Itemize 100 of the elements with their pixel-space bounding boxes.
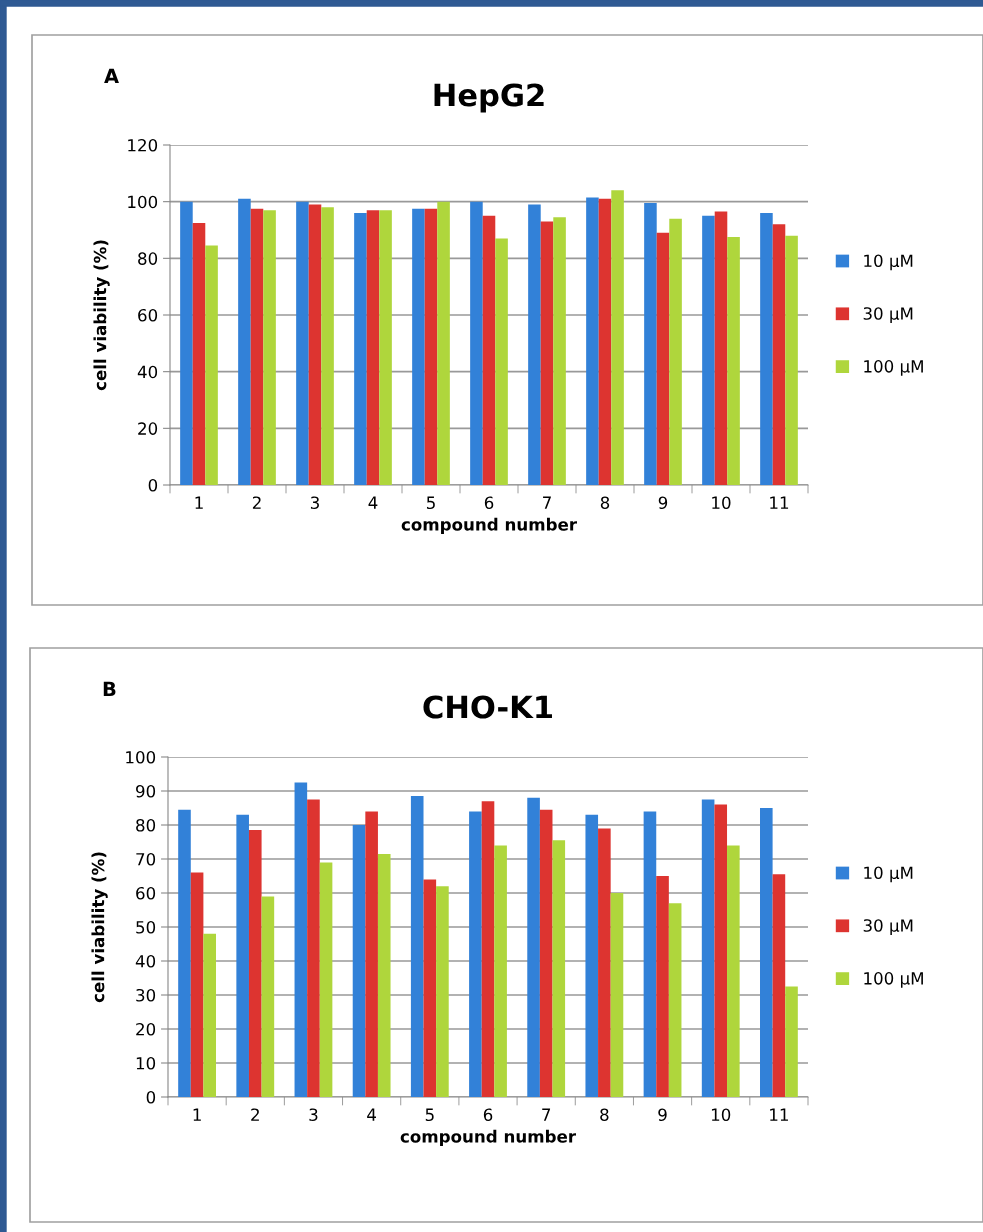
x-tick-label: 4 bbox=[367, 1108, 376, 1121]
x-tick-label: 5 bbox=[425, 1108, 434, 1122]
legend-label: 30 µM bbox=[863, 307, 913, 324]
bar bbox=[377, 853, 391, 1097]
bar bbox=[772, 224, 786, 485]
x-axis-title: compound number bbox=[400, 1129, 576, 1146]
bar bbox=[412, 208, 425, 485]
y-tick-label: 10 bbox=[136, 1056, 156, 1070]
x-tick-label: 11 bbox=[770, 1108, 788, 1121]
y-tick-label: 120 bbox=[128, 138, 158, 152]
bar bbox=[586, 197, 599, 485]
bar bbox=[598, 198, 612, 485]
bar bbox=[760, 808, 773, 1097]
x-tick-label: 11 bbox=[770, 496, 789, 509]
legend-label: 100 µM bbox=[864, 360, 923, 376]
bar bbox=[669, 218, 682, 485]
bar bbox=[656, 876, 669, 1097]
bar bbox=[482, 215, 496, 485]
x-tick-label: 7 bbox=[543, 496, 551, 509]
bar bbox=[238, 198, 251, 485]
bar bbox=[656, 232, 670, 485]
legend-label: 10 µM bbox=[864, 866, 913, 883]
bar bbox=[354, 213, 367, 485]
bar bbox=[436, 886, 449, 1097]
x-tick-label: 7 bbox=[542, 1108, 551, 1121]
bar bbox=[248, 830, 262, 1097]
x-tick-label: 8 bbox=[600, 1108, 609, 1122]
bar bbox=[308, 204, 322, 485]
x-tick-label: 9 bbox=[658, 1108, 667, 1122]
bar bbox=[180, 201, 193, 485]
bar bbox=[423, 879, 437, 1097]
bar bbox=[437, 201, 450, 485]
bar bbox=[553, 217, 566, 485]
bar bbox=[469, 811, 482, 1097]
x-tick-label: 6 bbox=[484, 496, 494, 510]
y-tick-label: 80 bbox=[138, 252, 158, 265]
x-tick-label: 9 bbox=[658, 496, 668, 510]
y-axis-title: cell viability (%) bbox=[93, 240, 110, 391]
text: A bbox=[104, 68, 119, 83]
bar bbox=[611, 190, 624, 485]
bar bbox=[714, 211, 728, 485]
bar bbox=[203, 933, 216, 1097]
bar bbox=[702, 215, 715, 485]
bar bbox=[190, 872, 204, 1097]
bar bbox=[366, 210, 380, 485]
bar bbox=[321, 207, 334, 485]
bar bbox=[585, 814, 599, 1097]
y-tick-label: 90 bbox=[136, 784, 156, 798]
bar bbox=[785, 235, 798, 485]
bar bbox=[643, 811, 657, 1097]
bar bbox=[727, 237, 740, 485]
x-tick-label: 6 bbox=[483, 1108, 493, 1122]
bar bbox=[552, 840, 566, 1097]
x-tick-label: 2 bbox=[252, 496, 261, 509]
legend-label: 100 µM bbox=[864, 972, 923, 988]
bar bbox=[494, 845, 507, 1097]
y-tick-label: 60 bbox=[138, 308, 158, 322]
bar bbox=[365, 811, 378, 1097]
bar bbox=[772, 874, 786, 1097]
x-axis-title: compound number bbox=[401, 517, 577, 534]
x-tick-label: 8 bbox=[600, 496, 610, 510]
y-tick-label: 20 bbox=[138, 422, 158, 435]
bar bbox=[495, 238, 508, 485]
x-tick-label: 3 bbox=[309, 1108, 318, 1122]
bar bbox=[294, 782, 308, 1097]
y-tick-label: 40 bbox=[135, 954, 156, 968]
x-tick-label: 1 bbox=[195, 496, 203, 509]
bar bbox=[714, 804, 728, 1097]
bar bbox=[727, 845, 740, 1097]
y-tick-label: 40 bbox=[137, 365, 158, 379]
bar bbox=[598, 828, 611, 1097]
chart-title: CHO-K1 bbox=[423, 695, 552, 719]
bar bbox=[250, 208, 264, 485]
x-tick-label: 5 bbox=[426, 496, 435, 510]
bar bbox=[261, 896, 275, 1097]
bar bbox=[263, 210, 276, 485]
bar bbox=[540, 221, 554, 485]
bar bbox=[668, 903, 682, 1097]
chart-title: HepG2 bbox=[434, 83, 544, 113]
bar bbox=[470, 201, 483, 485]
legend-label: 10 µM bbox=[864, 254, 913, 271]
y-tick-label: 0 bbox=[148, 478, 158, 492]
y-tick-label: 30 bbox=[136, 988, 156, 1002]
legend-label: 30 µM bbox=[863, 919, 913, 936]
bar bbox=[410, 796, 424, 1097]
x-tick-label: 10 bbox=[711, 1108, 731, 1122]
bar bbox=[481, 801, 495, 1097]
bar bbox=[352, 825, 366, 1097]
bar bbox=[192, 222, 206, 485]
bar bbox=[527, 797, 540, 1097]
y-tick-label: 70 bbox=[136, 852, 156, 866]
bar bbox=[205, 245, 218, 485]
x-tick-label: 1 bbox=[193, 1108, 201, 1121]
y-axis-title: cell viability (%) bbox=[91, 852, 108, 1003]
x-tick-label: 4 bbox=[368, 496, 378, 509]
bar bbox=[610, 893, 624, 1097]
text: B bbox=[103, 681, 116, 696]
bar bbox=[528, 204, 541, 485]
bar bbox=[701, 799, 715, 1097]
x-tick-label: 10 bbox=[712, 496, 731, 510]
